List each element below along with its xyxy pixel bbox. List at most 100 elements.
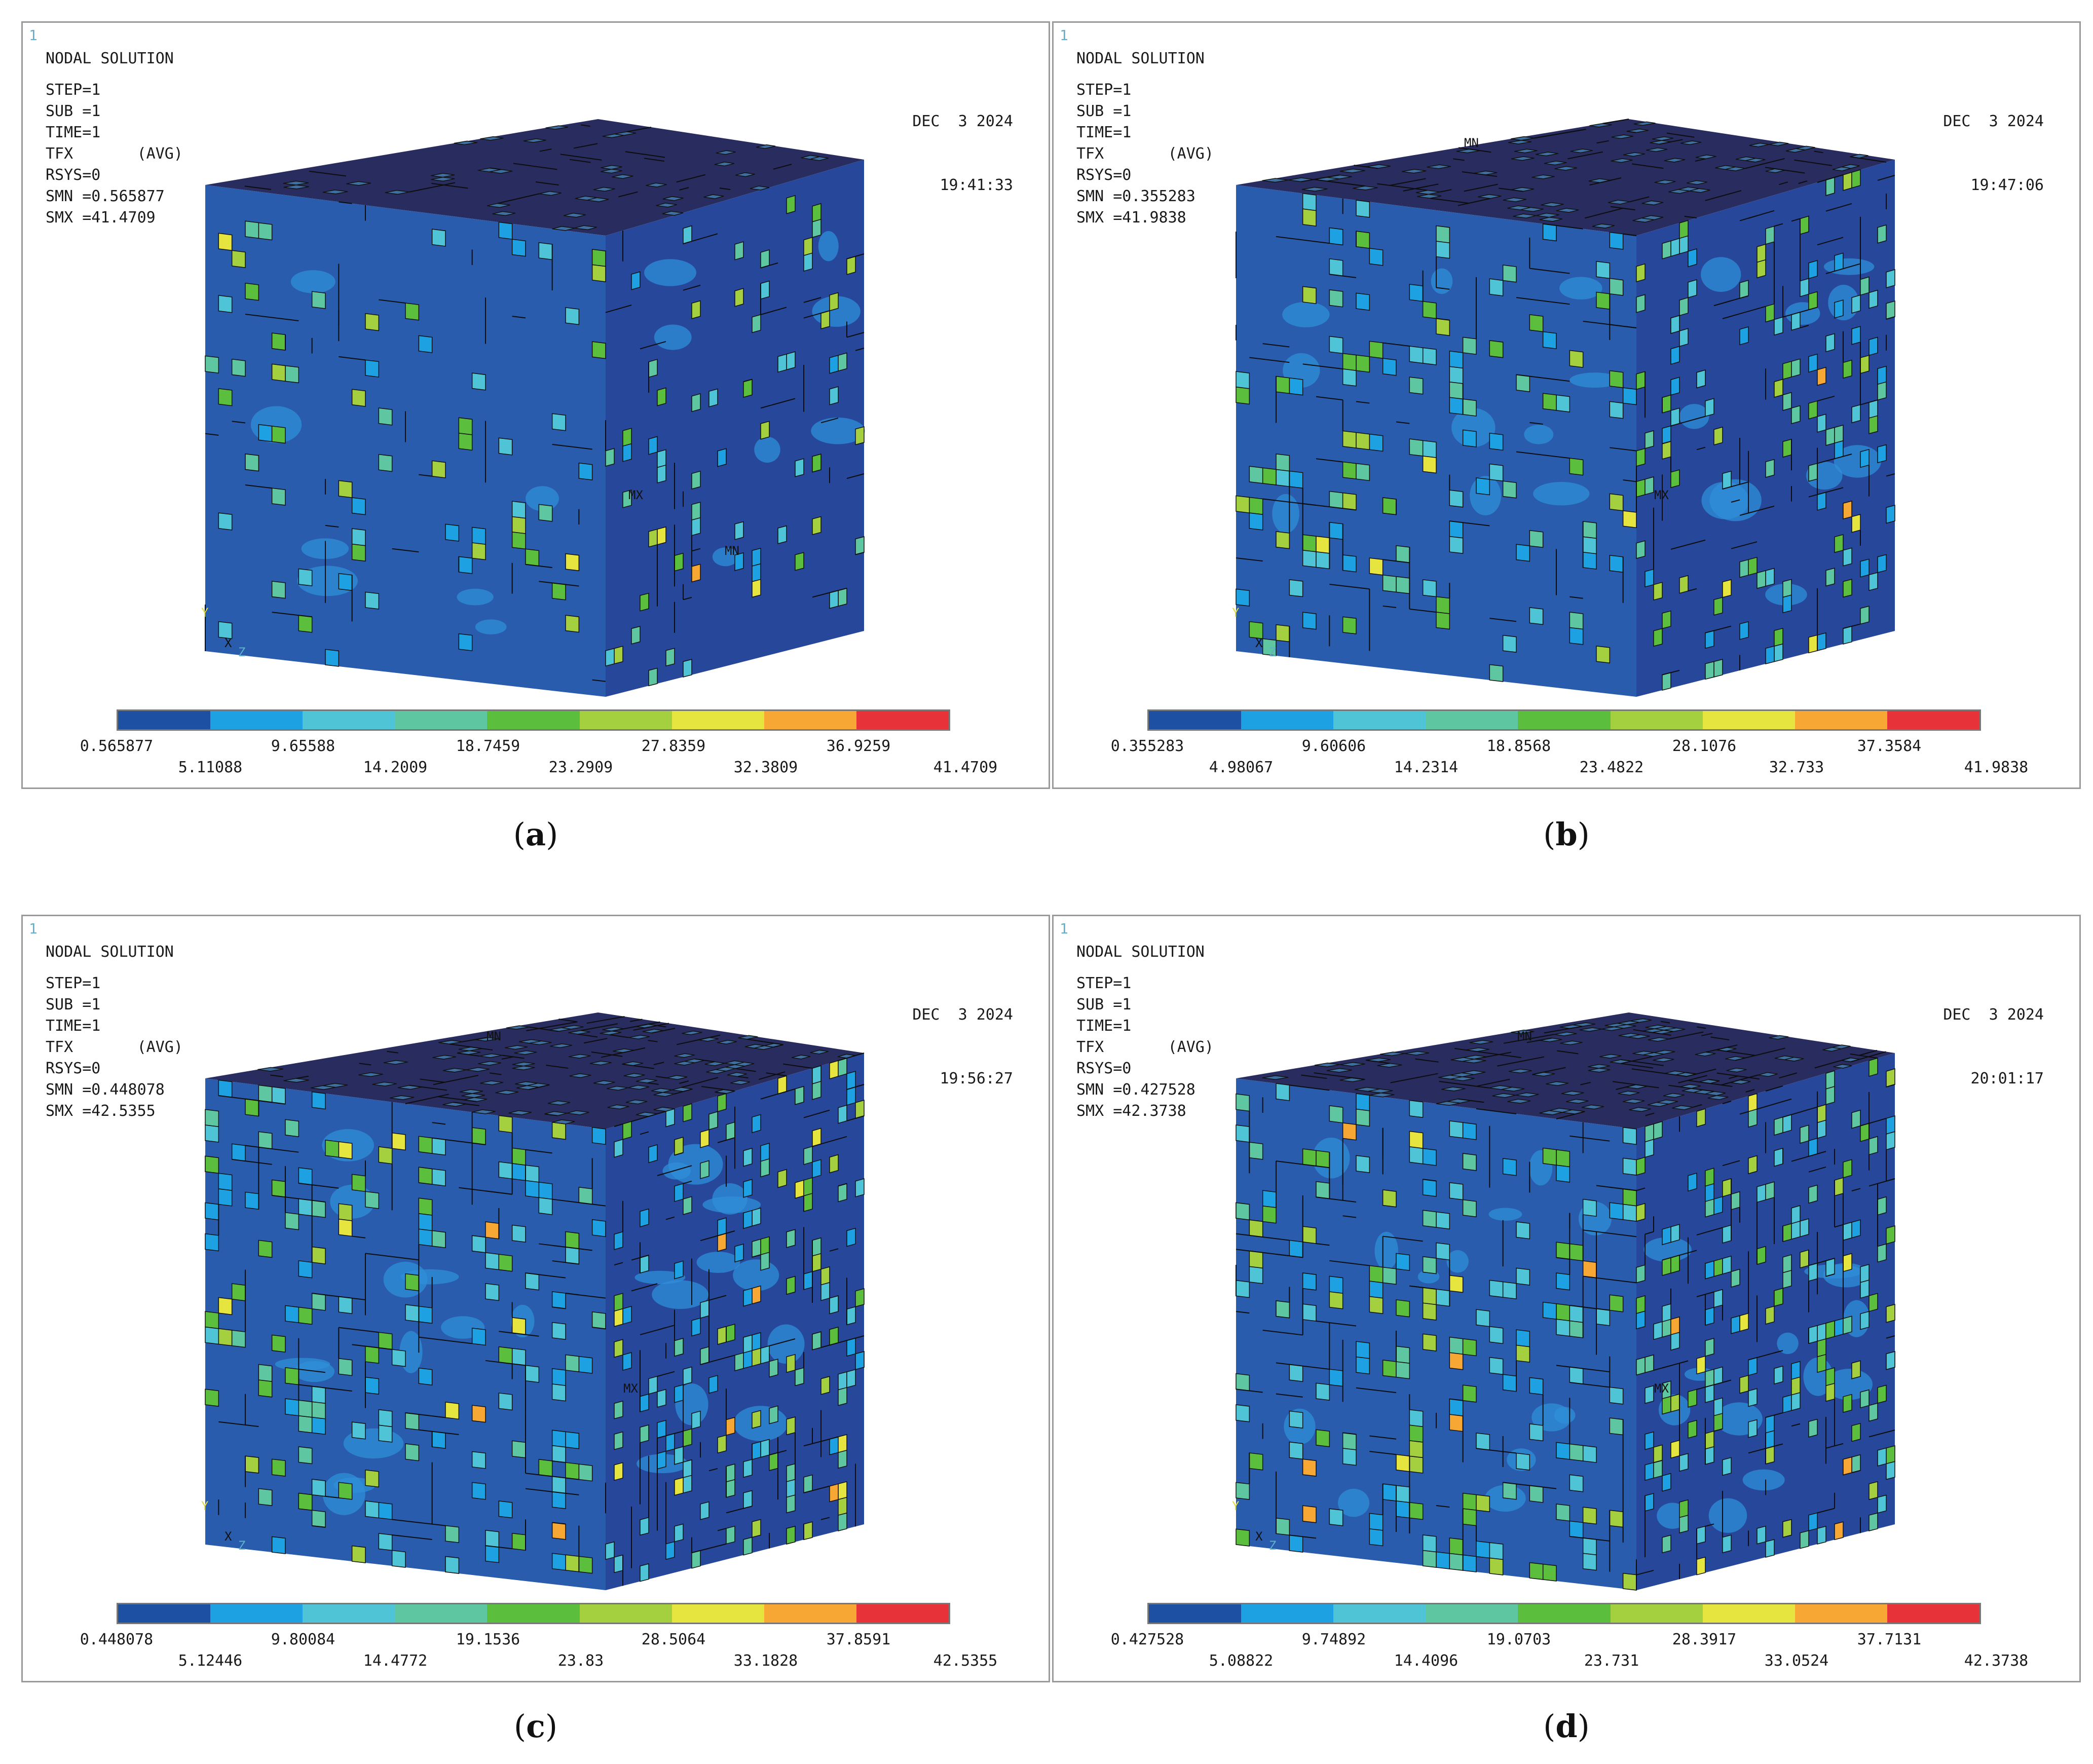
element-cell: [1695, 1052, 1716, 1057]
element-cell: [1542, 331, 1557, 350]
element-cell: [1520, 207, 1544, 212]
element-cell: [545, 125, 569, 130]
element-edge: [1745, 1089, 1755, 1093]
element-edge: [272, 1194, 326, 1203]
element-cell: [1476, 1432, 1490, 1451]
element-cell: [338, 1218, 353, 1237]
element-edge: [1369, 1435, 1397, 1440]
element-cell: [512, 1062, 535, 1067]
element-edge: [743, 379, 753, 383]
element-cell: [614, 1231, 623, 1250]
element-edge: [490, 1072, 502, 1075]
element-edge: [812, 1136, 847, 1147]
element-cell: [752, 547, 761, 567]
element-cell: [1449, 1182, 1464, 1200]
legend-label: 0.427528: [1110, 1631, 1184, 1648]
element-cell: [1886, 1131, 1895, 1150]
element-cell: [551, 1430, 566, 1448]
element-cell: [1382, 1360, 1397, 1378]
solution-title: NODAL SOLUTION: [46, 943, 174, 961]
max-marker: MX: [1654, 1381, 1669, 1396]
element-cell: [565, 1354, 580, 1372]
element-edge: [1684, 215, 1697, 218]
element-cell: [298, 1400, 313, 1418]
element-edges: [205, 124, 865, 682]
element-cell: [1329, 335, 1343, 354]
element-cell: [1748, 1357, 1758, 1376]
element-cell: [1236, 371, 1250, 389]
element-edge: [244, 185, 272, 190]
element-cell: [1236, 1124, 1250, 1143]
element-edge: [846, 1084, 865, 1090]
element-cell: [1342, 368, 1357, 387]
caption-c: (c): [513, 1708, 558, 1745]
element-edge: [1745, 158, 1785, 169]
element-cell: [1289, 1441, 1303, 1460]
element-cell: [726, 1121, 735, 1141]
element-cell: [1409, 1131, 1424, 1149]
element-edge: [1659, 139, 1683, 145]
cube-model: MX MN Y X Z: [1232, 1012, 1895, 1591]
element-cell: [1679, 1453, 1689, 1472]
element-cell: [812, 1128, 821, 1147]
element-cell: [1800, 1530, 1809, 1549]
element-edge: [1851, 1470, 1861, 1474]
element-cell: [1688, 248, 1697, 268]
element-cell: [298, 1167, 313, 1185]
element-edge: [1644, 1231, 1654, 1235]
element-cell: [1276, 624, 1290, 643]
element-edge: [1596, 140, 1609, 144]
element-cell: [838, 1183, 847, 1203]
element-edge: [485, 1360, 526, 1366]
element-cell: [358, 1072, 383, 1077]
element-edge: [552, 1522, 566, 1525]
element-cell: [717, 448, 727, 467]
element-cell: [1342, 616, 1357, 634]
element-cell: [506, 1025, 530, 1030]
element-cell: [1851, 1219, 1861, 1238]
element-cell: [1609, 1202, 1624, 1220]
element-edge: [735, 1068, 756, 1072]
element-cell: [674, 552, 684, 572]
element-cell: [648, 1375, 658, 1395]
element-edge: [691, 548, 701, 552]
rsys-label: RSYS=0: [46, 1060, 101, 1077]
element-cell: [734, 241, 744, 260]
element-cell: [1541, 202, 1564, 207]
element-cell: [365, 1191, 380, 1209]
element-cell: [1800, 1124, 1809, 1144]
element-cell: [1784, 1057, 1804, 1062]
legend-swatch: [1610, 711, 1703, 729]
element-cell: [614, 646, 623, 664]
element-edge: [232, 1158, 272, 1165]
element-cell: [1843, 547, 1852, 567]
element-cell: [648, 667, 658, 687]
element-cell: [378, 454, 393, 472]
element-cell: [1877, 381, 1887, 401]
element-cell: [1417, 194, 1442, 199]
contour-blob: [1569, 372, 1620, 388]
element-cell: [657, 1450, 666, 1470]
element-cell: [1462, 1338, 1477, 1357]
element-cell: [498, 1393, 513, 1411]
element-edge: [1543, 223, 1583, 230]
element-edge: [419, 474, 432, 477]
element-cell: [1662, 1396, 1671, 1415]
contour-blob: [1431, 268, 1453, 294]
element-cell: [218, 1188, 233, 1207]
element-cell: [1276, 469, 1290, 487]
contour-blob: [1679, 404, 1709, 429]
element-cell: [1843, 1221, 1852, 1241]
element-cell: [1860, 1280, 1870, 1299]
element-cell: [1670, 1394, 1680, 1413]
element-cell: [1851, 1109, 1861, 1129]
element-edge: [1302, 503, 1357, 511]
element-cell: [218, 1297, 233, 1316]
element-edge: [1696, 1291, 1714, 1297]
cube-model: MX MN Y X Z: [1232, 119, 1895, 697]
axis-y-label: Y: [201, 606, 209, 620]
element-cell: [1646, 147, 1668, 152]
legend-swatch: [118, 1604, 211, 1623]
date-label: DEC 3 2024: [912, 112, 1013, 130]
element-cell: [760, 1345, 770, 1365]
